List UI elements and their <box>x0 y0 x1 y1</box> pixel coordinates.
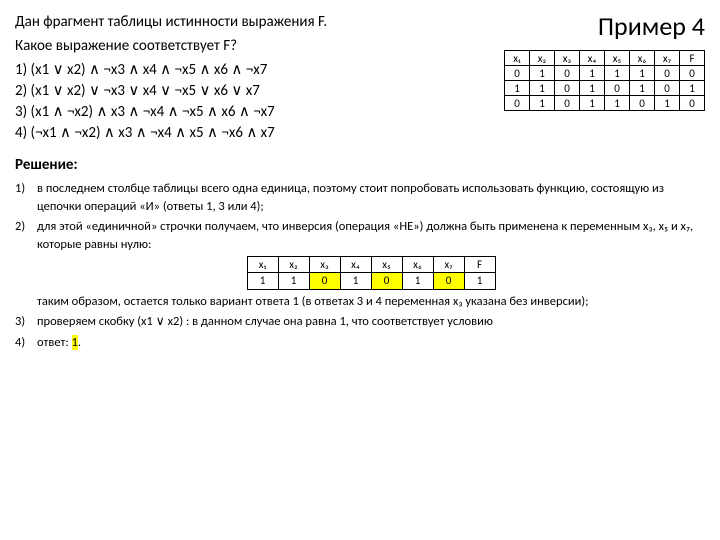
th: x₁ <box>505 51 530 66</box>
th: x₅ <box>605 51 630 66</box>
table-row: x₁ x₂ x₃ x₄ x₅ x₆ x₇ F <box>247 257 495 273</box>
solution-step-4: 4) ответ: 1. <box>15 334 705 352</box>
option-1: 1) (x1 ∨ x2) ∧ ¬x3 ∧ x4 ∧ ¬x5 ∧ x6 ∧ ¬x7 <box>15 60 504 79</box>
th: F <box>680 51 705 66</box>
th: x₄ <box>580 51 605 66</box>
problem-block: Дан фрагмент таблицы истинности выражени… <box>15 10 504 144</box>
header-row: Дан фрагмент таблицы истинности выражени… <box>15 10 705 144</box>
step-3-text: проверяем скобку (x1 ∨ x2) : в данном сл… <box>37 314 493 329</box>
th: x₂ <box>530 51 555 66</box>
step-2-text-b: таким образом, остается только вариант о… <box>37 294 589 309</box>
answer-suffix: . <box>78 335 81 350</box>
solution-step-2: 2) для этой «единичной» строчки получаем… <box>15 218 705 310</box>
step-body: ответ: 1. <box>37 334 705 352</box>
solution-step-1: 1) в последнем столбце таблицы всего одн… <box>15 180 705 215</box>
option-3: 3) (x1 ∧ ¬x2) ∧ x3 ∧ ¬x4 ∧ ¬x5 ∧ x6 ∧ ¬x… <box>15 102 504 121</box>
table-row: 11010101 <box>505 81 705 96</box>
step-2-text-a: для этой «единичной» строчки получаем, ч… <box>37 219 693 252</box>
step-body: проверяем скобку (x1 ∨ x2) : в данном сл… <box>37 313 705 331</box>
th: x₆ <box>630 51 655 66</box>
inline-truth-table: x₁ x₂ x₃ x₄ x₅ x₆ x₇ F 1 1 0 1 0 <box>247 256 496 290</box>
step-body: для этой «единичной» строчки получаем, ч… <box>37 218 705 310</box>
solution-list: 1) в последнем столбце таблицы всего одн… <box>15 180 705 351</box>
step-body: в последнем столбце таблицы всего одна е… <box>37 180 705 215</box>
table-row: x₁ x₂ x₃ x₄ x₅ x₆ x₇ F <box>505 51 705 66</box>
table-row: 1 1 0 1 0 1 0 1 <box>247 273 495 289</box>
answer-prefix: ответ: <box>37 335 72 350</box>
option-4: 4) (¬x1 ∧ ¬x2) ∧ x3 ∧ ¬x4 ∧ x5 ∧ ¬x6 ∧ x… <box>15 123 504 142</box>
step-number: 2) <box>15 218 37 310</box>
problem-line-2: Какое выражение соответствует F? <box>15 34 504 58</box>
step-number: 1) <box>15 180 37 215</box>
table-row: 01011100 <box>505 66 705 81</box>
solution-title: Решение: <box>15 156 705 174</box>
right-block: Пример 4 x₁ x₂ x₃ x₄ x₅ x₆ x₇ F 01011100… <box>504 10 705 111</box>
option-2: 2) (x1 ∨ x2) ∨ ¬x3 ∨ x4 ∨ ¬x5 ∨ x6 ∨ x7 <box>15 81 504 100</box>
step-number: 3) <box>15 313 37 331</box>
th: x₇ <box>655 51 680 66</box>
example-title: Пример 4 <box>514 10 705 42</box>
th: x₃ <box>555 51 580 66</box>
problem-line-1: Дан фрагмент таблицы истинности выражени… <box>15 10 504 34</box>
truth-table: x₁ x₂ x₃ x₄ x₅ x₆ x₇ F 01011100 11010101… <box>504 50 705 111</box>
table-row: 01011010 <box>505 96 705 111</box>
step-number: 4) <box>15 334 37 352</box>
solution-step-3: 3) проверяем скобку (x1 ∨ x2) : в данном… <box>15 313 705 331</box>
